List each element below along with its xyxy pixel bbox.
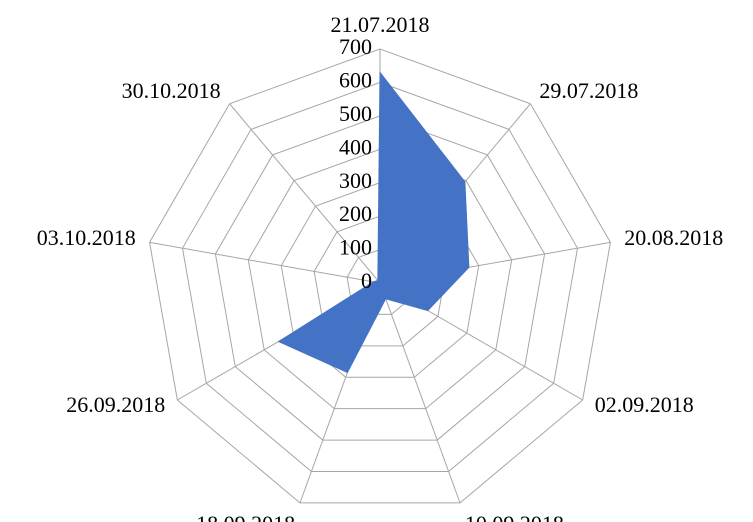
tick-label: 200	[339, 201, 372, 226]
category-label: 30.10.2018	[122, 78, 221, 103]
spoke	[229, 103, 381, 284]
tick-label: 600	[339, 67, 372, 92]
category-label: 02.09.2018	[595, 392, 694, 417]
tick-label: 100	[339, 235, 372, 260]
tick-label: 700	[339, 34, 372, 59]
tick-label: 300	[339, 168, 372, 193]
grid-ring	[181, 81, 579, 472]
category-label: 21.07.2018	[331, 12, 430, 37]
category-label: 10.09.2018	[465, 511, 564, 522]
spoke	[379, 282, 461, 504]
tick-label: 500	[339, 101, 372, 126]
tick-label: 0	[361, 268, 372, 293]
category-label: 26.09.2018	[66, 392, 165, 417]
grid-ring	[214, 115, 546, 441]
grid-ring	[149, 48, 611, 504]
radar-area	[277, 70, 470, 374]
category-label: 18.09.2018	[196, 511, 295, 522]
spoke	[149, 241, 381, 284]
grid-ring	[247, 148, 513, 410]
category-label: 20.08.2018	[624, 225, 723, 250]
category-label: 29.07.2018	[539, 78, 638, 103]
tick-label: 400	[339, 134, 372, 159]
category-label: 03.10.2018	[37, 225, 136, 250]
